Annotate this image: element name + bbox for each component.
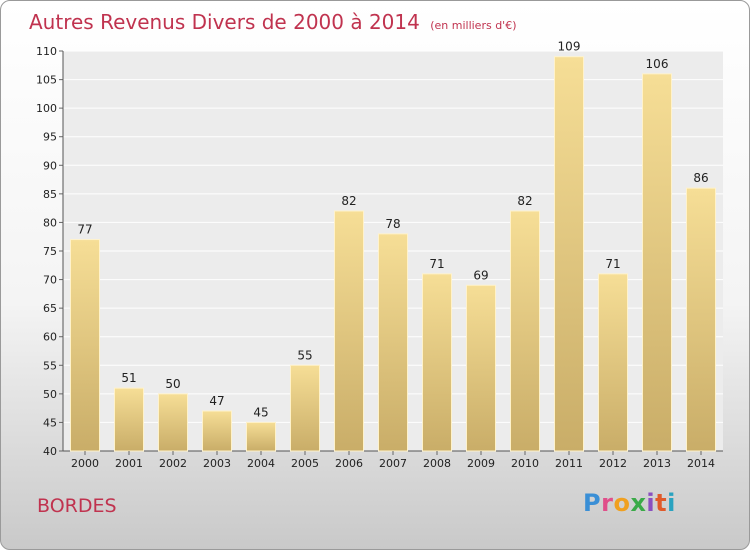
x-tick-label-2007: 2007 xyxy=(379,457,407,470)
chart-title: Autres Revenus Divers de 2000 à 2014 (en… xyxy=(29,10,517,34)
x-tick-label-2008: 2008 xyxy=(423,457,451,470)
y-tick-label: 85 xyxy=(43,188,57,201)
value-label-2003: 47 xyxy=(209,394,224,408)
x-tick-label-2009: 2009 xyxy=(467,457,495,470)
x-tick-label-2002: 2002 xyxy=(159,457,187,470)
y-tick-label: 100 xyxy=(36,102,57,115)
x-tick-label-2001: 2001 xyxy=(115,457,143,470)
bar-2013 xyxy=(641,73,673,452)
value-label-2004: 45 xyxy=(253,405,268,419)
bar-2012 xyxy=(597,273,629,452)
chart-title-text: Autres Revenus Divers de 2000 à 2014 xyxy=(29,10,420,34)
y-tick-label: 80 xyxy=(43,216,57,229)
y-tick-label: 40 xyxy=(43,445,57,458)
proxiti-logo[interactable]: Proxiti xyxy=(583,489,676,517)
x-tick-label-2011: 2011 xyxy=(555,457,583,470)
x-tick-label-2004: 2004 xyxy=(247,457,275,470)
value-label-2005: 55 xyxy=(297,348,312,362)
bar-2005 xyxy=(289,364,321,452)
value-label-2012: 71 xyxy=(605,257,620,271)
x-tick-label-2013: 2013 xyxy=(643,457,671,470)
y-tick-label: 95 xyxy=(43,131,57,144)
bar-2014 xyxy=(685,187,717,452)
y-tick-label: 55 xyxy=(43,359,57,372)
bar-2002 xyxy=(157,393,189,452)
bar-2007 xyxy=(377,233,409,452)
value-label-2002: 50 xyxy=(165,377,180,391)
y-tick-label: 65 xyxy=(43,302,57,315)
bar-2000 xyxy=(69,239,101,452)
value-label-2000: 77 xyxy=(77,223,92,237)
bar-2011 xyxy=(553,56,585,452)
y-tick-label: 60 xyxy=(43,331,57,344)
x-tick-label-2000: 2000 xyxy=(71,457,99,470)
x-tick-label-2005: 2005 xyxy=(291,457,319,470)
value-label-2013: 106 xyxy=(646,57,669,71)
value-label-2001: 51 xyxy=(121,371,136,385)
bar-2008 xyxy=(421,273,453,452)
chart-unit: (en milliers d'€) xyxy=(430,19,517,32)
bar-2006 xyxy=(333,210,365,452)
x-tick-label-2006: 2006 xyxy=(335,457,363,470)
bar-2010 xyxy=(509,210,541,452)
value-label-2008: 71 xyxy=(429,257,444,271)
value-label-2007: 78 xyxy=(385,217,400,231)
location-name: BORDES xyxy=(37,495,117,517)
bar-2001 xyxy=(113,387,145,452)
y-tick-label: 45 xyxy=(43,416,57,429)
x-tick-label-2014: 2014 xyxy=(687,457,715,470)
y-tick-label: 50 xyxy=(43,388,57,401)
value-label-2009: 69 xyxy=(473,268,488,282)
bar-2004 xyxy=(245,421,277,452)
value-label-2014: 86 xyxy=(693,171,708,185)
x-tick-label-2010: 2010 xyxy=(511,457,539,470)
bar-2003 xyxy=(201,410,233,452)
y-tick-label: 90 xyxy=(43,159,57,172)
y-tick-label: 105 xyxy=(36,74,57,87)
y-tick-label: 110 xyxy=(36,45,57,58)
value-label-2011: 109 xyxy=(558,40,581,54)
value-label-2010: 82 xyxy=(517,194,532,208)
y-tick-label: 70 xyxy=(43,274,57,287)
value-label-2006: 82 xyxy=(341,194,356,208)
y-tick-label: 75 xyxy=(43,245,57,258)
x-tick-label-2003: 2003 xyxy=(203,457,231,470)
x-tick-label-2012: 2012 xyxy=(599,457,627,470)
bar-2009 xyxy=(465,284,497,452)
